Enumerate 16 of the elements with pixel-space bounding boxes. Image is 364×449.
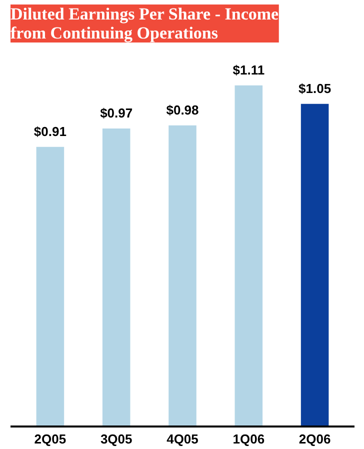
bar bbox=[102, 128, 130, 426]
x-tick-label: 3Q05 bbox=[100, 432, 132, 446]
data-label: $0.91 bbox=[34, 124, 66, 139]
data-label: $1.05 bbox=[298, 80, 332, 96]
x-tick-label: 2Q06 bbox=[298, 432, 331, 446]
bar bbox=[234, 85, 263, 426]
x-tick-label: 1Q06 bbox=[232, 432, 265, 446]
data-label: $0.97 bbox=[100, 105, 133, 120]
data-label: $0.98 bbox=[166, 102, 199, 118]
bar bbox=[300, 104, 329, 426]
chart-title: Diluted Earnings Per Share - Income from Continuing Operations bbox=[10, 4, 280, 42]
bar bbox=[36, 146, 64, 426]
x-tick-label: 2Q05 bbox=[34, 432, 66, 446]
bar bbox=[168, 125, 196, 426]
data-label: $1.11 bbox=[232, 62, 265, 78]
x-tick-label: 4Q05 bbox=[166, 432, 198, 446]
